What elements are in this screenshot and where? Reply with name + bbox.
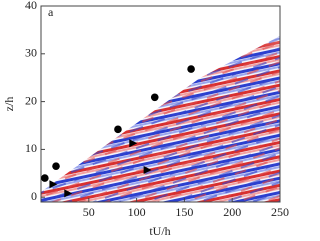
x-tick-label: 100 [128, 205, 146, 219]
triangle-marker [143, 165, 152, 174]
x-tick-label: 200 [223, 205, 241, 219]
plot-frame [40, 5, 281, 203]
triangle-marker [64, 189, 73, 198]
x-tick-label: 50 [83, 205, 95, 219]
circle-marker [41, 174, 49, 182]
y-tick-label: 20 [25, 93, 37, 107]
panel-label: a [48, 5, 54, 19]
x-axis-label: tU/h [149, 224, 170, 238]
circle-marker [187, 65, 195, 73]
field [41, 36, 280, 202]
circle-marker [52, 162, 60, 170]
x-tick-label: 250 [271, 205, 289, 219]
triangle-marker [49, 180, 58, 189]
y-tick-label: 0 [31, 189, 37, 203]
y-tick-label: 40 [25, 0, 37, 12]
chart: a tU/h z/h 50 100 150 200 250 0 10 20 30 40 [2, 0, 289, 238]
triangle-marker [129, 139, 138, 148]
y-tick-label: 10 [25, 141, 37, 155]
circle-marker [150, 93, 159, 102]
y-tick-label: 30 [25, 46, 37, 60]
x-tick-label: 150 [175, 205, 193, 219]
y-axis-label: z/h [2, 97, 16, 112]
circle-marker [114, 125, 122, 134]
